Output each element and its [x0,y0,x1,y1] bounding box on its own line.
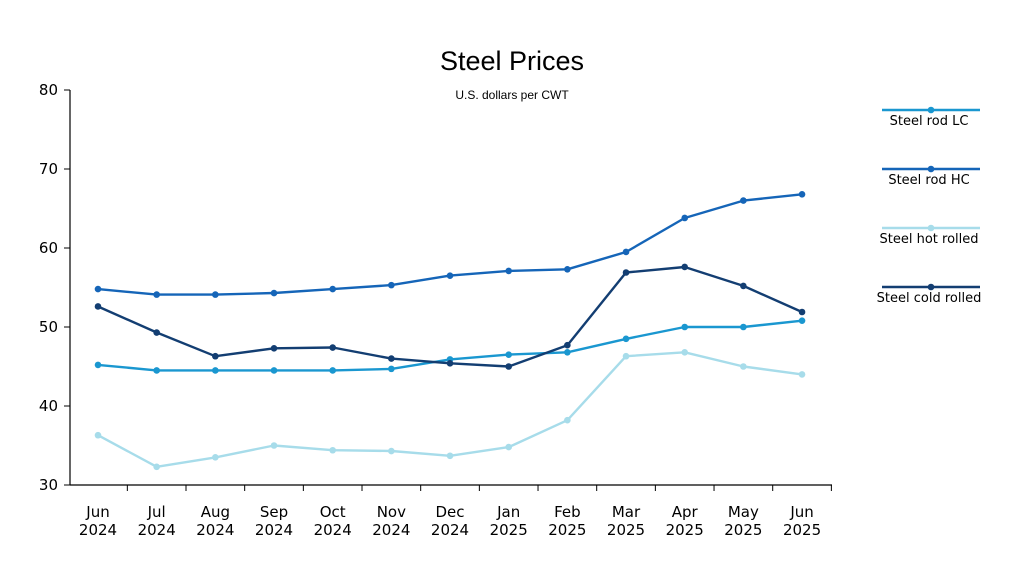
legend-label: Steel rod HC [888,173,969,188]
y-tick-label: 70 [39,160,58,178]
x-tick-label: Nov 2024 [372,503,410,539]
x-tick-label: Jun 2025 [783,503,821,539]
x-tick-label: Jan 2025 [490,503,528,539]
y-tick-label: 80 [39,81,58,99]
x-tick-label: Jul 2024 [138,503,176,539]
legend-item: Steel hot rolled [880,224,980,247]
legend-swatch-marker [927,165,935,173]
x-tick-label: Mar 2025 [607,503,645,539]
data-point [329,344,336,351]
data-point [388,447,395,455]
legend-swatch-marker [927,283,935,291]
data-point [505,443,512,451]
data-point [329,446,336,454]
data-point [681,348,688,356]
legend-swatch-marker [927,106,935,114]
legend: Steel rod LC Steel rod HC Steel hot rolled… [877,106,982,306]
data-point [681,214,688,222]
data-point [270,442,278,449]
x-tick-label: Apr 2025 [666,503,704,539]
data-point [681,323,688,331]
data-point [622,335,630,343]
data-point [622,352,630,360]
x-tick-label: Oct 2024 [314,503,352,539]
data-point [798,317,806,324]
data-point [740,363,747,370]
data-point [153,463,160,471]
legend-label: Steel cold rolled [877,291,982,306]
data-point [798,371,806,378]
legend-item: Steel cold rolled [877,283,982,306]
data-point [798,308,806,316]
data-point [740,282,747,290]
x-tick-label: May 2025 [724,503,762,539]
axes [69,90,832,486]
data-point [564,266,571,273]
y-tick-label: 60 [39,239,58,257]
chart-subtitle: U.S. dollars per CWT [455,88,569,102]
x-tick-label: Feb 2025 [548,503,586,539]
x-tick-label: Jun 2024 [79,503,117,539]
data-point [212,367,219,374]
y-tick-label: 30 [39,476,58,494]
y-axis-ticks: 30 40 50 60 70 80 [39,81,70,494]
series-steel-hot-rolled [94,348,806,471]
data-point [94,285,102,293]
series-steel-rod-hc [94,190,806,298]
series-steel-cold-rolled [94,263,806,370]
data-point [564,341,571,349]
x-axis-ticks: Jun 2024 Jul 2024 Aug 2024 Sep 2024 Oct 2024 Nov 20… [79,485,832,539]
data-point [622,269,630,276]
legend-label: Steel rod LC [890,114,969,129]
y-tick-label: 40 [39,397,58,415]
data-point [505,363,512,370]
data-point [94,303,102,310]
chart-title: Steel Prices [439,46,585,76]
data-point [505,351,512,358]
data-point [153,329,160,336]
data-point [153,291,160,298]
data-point [564,348,571,356]
data-point [681,263,688,271]
data-point [446,272,454,279]
data-point [212,352,219,360]
series-layer [94,190,806,471]
data-point [212,454,219,461]
data-point [94,361,102,369]
data-point [388,365,395,373]
data-point [329,367,336,374]
data-point [564,416,571,424]
x-tick-label: Aug 2024 [196,503,234,539]
legend-item: Steel rod LC [882,106,980,129]
data-point [740,197,747,204]
data-point [388,281,395,289]
data-point [446,360,454,367]
data-point [388,355,395,362]
series-line [96,193,804,296]
data-point [446,452,454,460]
data-point [329,285,336,293]
data-point [270,289,278,297]
data-point [505,267,512,275]
legend-swatch-marker [927,224,935,232]
data-point [798,190,806,198]
y-tick-label: 50 [39,318,58,336]
series-line [96,265,804,368]
data-point [153,367,160,374]
legend-label: Steel hot rolled [880,232,979,247]
data-point [740,323,747,331]
data-point [212,291,219,298]
data-point [622,248,630,256]
data-point [270,367,278,374]
data-point [270,345,278,352]
x-tick-label: Dec 2024 [431,503,469,539]
data-point [94,431,102,439]
x-tick-label: Sep 2024 [255,503,293,539]
legend-item: Steel rod HC [882,165,980,188]
